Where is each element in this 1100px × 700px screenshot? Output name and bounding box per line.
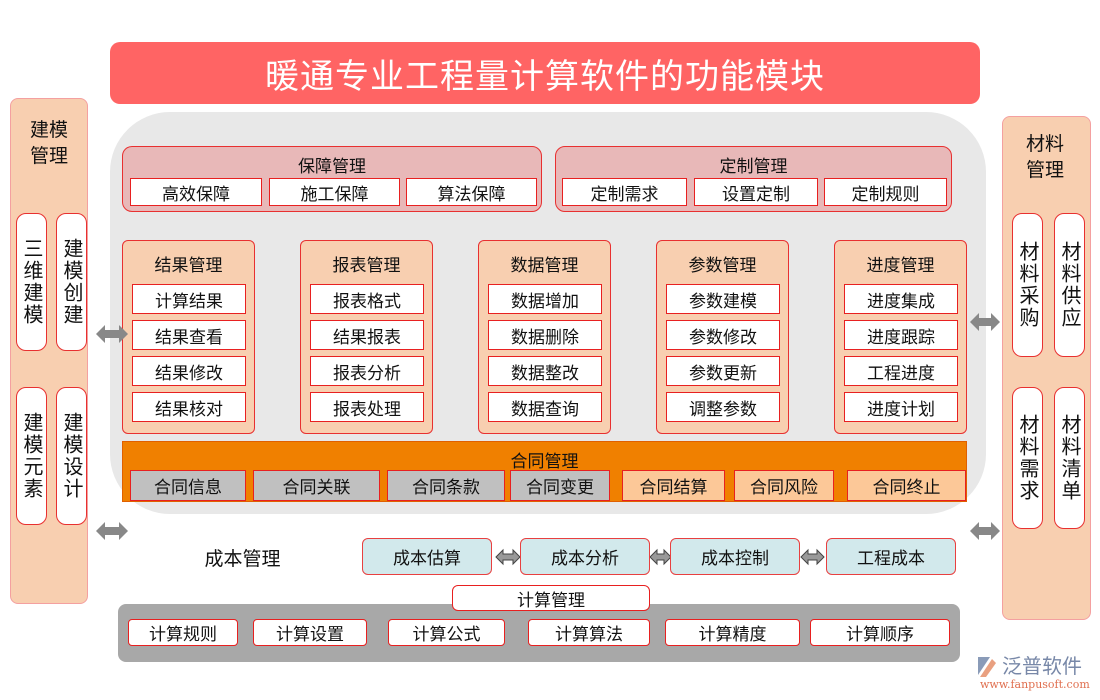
double-arrow-icon — [495, 548, 825, 566]
guarantee-item: 高效保障 — [130, 178, 262, 206]
contract-item: 合同结算 — [622, 470, 725, 501]
material-panel: 材料管理 — [1002, 116, 1091, 620]
module-title: 进度管理 — [866, 256, 935, 276]
calc-item: 计算算法 — [528, 619, 650, 646]
custom-item: 定制规则 — [824, 178, 947, 206]
calc-item: 计算公式 — [388, 619, 505, 646]
module-item: 报表分析 — [310, 356, 424, 386]
module-item: 工程进度 — [844, 356, 958, 386]
module-item: 进度跟踪 — [844, 320, 958, 350]
module-item: 参数修改 — [666, 320, 780, 350]
cost-item: 成本分析 — [520, 538, 650, 575]
modeling-item: 建模创建 — [56, 213, 87, 351]
guarantee-item: 施工保障 — [269, 178, 400, 206]
contract-item: 合同终止 — [847, 470, 966, 501]
calc-item: 计算设置 — [253, 619, 367, 646]
logo-icon — [978, 657, 996, 677]
module-item: 数据查询 — [488, 392, 602, 422]
material-item: 材料清单 — [1054, 387, 1085, 529]
contract-item: 合同条款 — [387, 470, 505, 501]
guarantee-title: 保障管理 — [298, 157, 366, 177]
contract-item: 合同信息 — [130, 470, 246, 501]
logo-url: www.fanpusoft.com — [980, 678, 1090, 691]
fanpu-logo: 泛普软件 www.fanpusoft.com — [970, 650, 1094, 694]
custom-item: 设置定制 — [694, 178, 818, 206]
module-item: 结果查看 — [132, 320, 246, 350]
calc-item: 计算规则 — [128, 619, 238, 646]
custom-title: 定制管理 — [719, 157, 788, 177]
contract-title: 合同管理 — [510, 452, 579, 472]
cost-title: 成本管理 — [204, 547, 281, 570]
module-item: 数据增加 — [488, 284, 602, 314]
contract-item: 合同关联 — [253, 470, 380, 501]
modeling-title: 建模管理 — [29, 119, 68, 167]
module-item: 结果修改 — [132, 356, 246, 386]
module-item: 数据整改 — [488, 356, 602, 386]
material-item: 材料采购 — [1012, 213, 1043, 357]
module-item: 数据删除 — [488, 320, 602, 350]
custom-item: 定制需求 — [562, 178, 687, 206]
material-item: 材料供应 — [1054, 213, 1085, 357]
module-item: 参数建模 — [666, 284, 780, 314]
cost-item: 成本控制 — [670, 538, 800, 575]
calc-item: 计算精度 — [665, 619, 800, 646]
page-title: 暖通专业工程量计算软件的功能模块 — [110, 42, 980, 104]
module-item: 报表格式 — [310, 284, 424, 314]
double-arrow-icon — [96, 313, 1000, 540]
module-item: 调整参数 — [666, 392, 780, 422]
module-title: 参数管理 — [688, 256, 757, 276]
logo-name: 泛普软件 — [1002, 654, 1082, 678]
contract-item: 合同变更 — [510, 470, 610, 501]
module-title: 结果管理 — [154, 256, 223, 276]
module-item: 报表处理 — [310, 392, 424, 422]
material-title: 材料管理 — [1025, 133, 1064, 181]
cost-item: 成本估算 — [362, 538, 492, 575]
material-item: 材料需求 — [1012, 387, 1043, 529]
module-title: 报表管理 — [332, 256, 401, 276]
modeling-item: 建模元素 — [16, 387, 47, 525]
calc-title: 计算管理 — [452, 585, 650, 611]
cost-item: 工程成本 — [826, 538, 956, 575]
module-item: 结果报表 — [310, 320, 424, 350]
module-item: 进度计划 — [844, 392, 958, 422]
calc-item: 计算顺序 — [810, 619, 950, 646]
guarantee-item: 算法保障 — [406, 178, 537, 206]
module-title: 数据管理 — [510, 256, 579, 276]
module-item: 结果核对 — [132, 392, 246, 422]
module-item: 进度集成 — [844, 284, 958, 314]
module-item: 计算结果 — [132, 284, 246, 314]
modeling-item: 三维建模 — [16, 213, 47, 351]
modeling-item: 建模设计 — [56, 387, 87, 525]
contract-item: 合同风险 — [734, 470, 834, 501]
module-item: 参数更新 — [666, 356, 780, 386]
